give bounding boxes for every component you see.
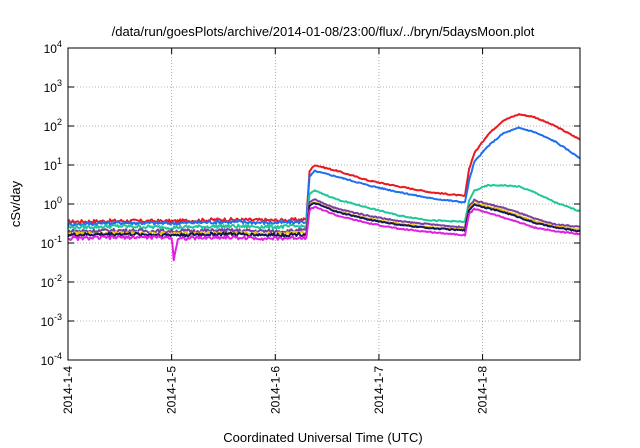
y-tick-label: 10-4 [41,351,62,368]
y-tick-label: 103 [44,78,62,95]
y-tick-label: 10-2 [41,273,62,290]
y-tick-label: 10-1 [41,234,62,251]
series-line-blue [67,126,581,227]
x-tick-label: 2014-1-7 [372,366,386,414]
series-line-purple [67,198,581,234]
y-axis-ticks: 10-4 10-3 10-2 10-1 100 101 102 103 104 [41,39,580,368]
x-tick-label: 2014-1-4 [61,366,75,414]
series-group [67,113,581,262]
y-tick-label: 104 [44,39,62,56]
x-tick-label: 2014-1-6 [268,366,282,414]
y-tick-label: 10-3 [41,312,62,329]
y-tick-label: 101 [44,156,62,173]
series-line-navy [67,202,581,238]
y-tick-label: 100 [44,195,62,212]
y-tick-label: 102 [44,117,62,134]
x-tick-label: 2014-1-8 [476,366,490,414]
x-axis-label: Coordinated Universal Time (UTC) [223,430,422,445]
x-tick-label: 2014-1-5 [165,366,179,414]
chart-title: /data/run/goesPlots/archive/2014-01-08/2… [112,24,535,39]
y-axis-label: cSv/day [8,180,23,227]
series-line-magenta [67,205,581,262]
x-axis-ticks: 2014-1-4 2014-1-5 2014-1-6 2014-1-7 2014-1-8 [61,48,490,414]
series-line-teal [67,183,581,231]
